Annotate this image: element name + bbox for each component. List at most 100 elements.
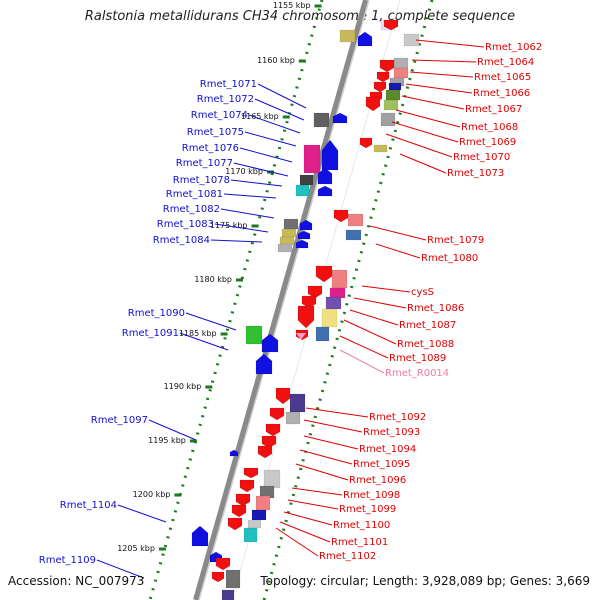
gene-label-rmet-1079: Rmet_1079: [427, 235, 484, 246]
gene-block: [393, 67, 409, 79]
leader-line: [385, 133, 453, 158]
gene-block: [388, 82, 402, 91]
reverse-gene-arrow: [275, 387, 291, 405]
leader-line: [401, 95, 465, 110]
gene-label-rmet-1086: Rmet_1086: [407, 303, 464, 314]
gene-block: [255, 495, 271, 511]
gene-block: [299, 174, 314, 186]
leader-line: [210, 239, 263, 243]
gene-block: [277, 243, 293, 253]
leader-line: [391, 121, 459, 143]
gene-label-rmet-1069: Rmet_1069: [459, 137, 516, 148]
leader-line: [223, 193, 277, 199]
gene-label-rmet-1067: Rmet_1067: [465, 104, 522, 115]
gene-label-rmet-1080: Rmet_1080: [421, 253, 478, 264]
gene-label-rmet-1095: Rmet_1095: [353, 459, 410, 470]
right-labels: Rmet_1062 Rmet_1064 Rmet_1065 Rmet_1066 Rmet…: [275, 39, 542, 562]
tick-label: 1170 kbp: [225, 167, 263, 176]
reverse-gene-arrow: [239, 479, 255, 493]
gene-block: [325, 296, 342, 310]
leader-line: [185, 312, 237, 331]
forward-gene-arrow: [191, 525, 209, 547]
forward-gene-arrow: [295, 239, 309, 249]
gene-label-rmet-1078: Rmet_1078: [173, 175, 230, 186]
gene-block: [393, 57, 409, 69]
tick-marks: 1155 kbp 1160 kbp 1165 kbp 1170 kbp 1175 kbp…: [117, 1, 322, 553]
gene-label-rmet-1109: Rmet_1109: [39, 555, 96, 566]
reverse-gene-arrow: [211, 571, 225, 583]
gene-label-rmet-1070: Rmet_1070: [453, 152, 510, 163]
gene-label-rmet-1104: Rmet_1104: [60, 500, 117, 511]
gene-label-rmet-1099: Rmet_1099: [339, 504, 396, 515]
backbone: [193, 0, 370, 600]
leader-line: [239, 147, 293, 163]
reverse-gene-arrow: [257, 445, 273, 459]
gene-block: [221, 589, 235, 600]
leader-line: [409, 71, 474, 78]
leader-line: [375, 243, 421, 259]
leader-line: [339, 349, 385, 374]
leader-line: [179, 332, 229, 351]
forward-gene-arrow: [261, 333, 279, 353]
tick-label: 1155 kbp: [273, 1, 311, 10]
gene-label-rmet-1093: Rmet_1093: [363, 427, 420, 438]
gene-block: [321, 308, 338, 328]
leader-line: [279, 521, 331, 543]
gene-label-rmet-1098: Rmet_1098: [343, 490, 400, 501]
leader-line: [305, 407, 369, 418]
forward-gene-arrow: [357, 31, 373, 47]
leader-line: [148, 419, 197, 441]
tick-label: 1190 kbp: [164, 382, 202, 391]
gene-block: [251, 509, 267, 521]
gene-label-rmet-1066: Rmet_1066: [473, 88, 530, 99]
rna-feature: [296, 333, 306, 340]
gene-label-rmet-1065: Rmet_1065: [474, 72, 531, 83]
forward-gene-arrow: [317, 167, 333, 185]
reverse-gene-arrow: [265, 423, 281, 437]
reverse-gene-arrow: [333, 209, 349, 223]
leader-line: [248, 114, 301, 134]
gene-label-rmet-1094: Rmet_1094: [359, 444, 416, 455]
leader-line: [287, 499, 339, 510]
tick-label: 1200 kbp: [133, 490, 171, 499]
gene-label-rmet-1091: Rmet_1091: [122, 328, 179, 339]
gene-block: [247, 519, 262, 529]
reverse-gene-arrow: [227, 517, 243, 531]
leader-line: [349, 309, 399, 326]
leader-line: [283, 511, 333, 526]
reverse-gene-arrow: [373, 81, 387, 93]
left-labels: Rmet_1071 Rmet_1072 Rmet_1074 Rmet_1075 Rmet…: [39, 79, 307, 579]
leader-line: [399, 153, 447, 174]
gene-label-rmet-1087: Rmet_1087: [399, 320, 456, 331]
gene-block: [283, 218, 299, 230]
reverse-gene-arrow: [243, 467, 259, 479]
reverse-gene-arrow: [215, 557, 231, 571]
gene-label-rmet-1096: Rmet_1096: [349, 475, 406, 486]
reverse-gene-arrow: [379, 59, 395, 73]
tick-label: 1205 kbp: [117, 544, 155, 553]
leader-line: [299, 449, 353, 465]
gene-block: [263, 469, 281, 489]
gene-label-rmet-1102: Rmet_1102: [319, 551, 376, 562]
leader-line: [275, 527, 319, 557]
gene-block: [383, 99, 399, 111]
gene-label-rmet-1097: Rmet_1097: [91, 415, 148, 426]
leader-line: [303, 419, 363, 433]
forward-gene-arrow: [255, 353, 273, 375]
gene-block: [329, 287, 346, 299]
tick-label: 1165 kbp: [241, 112, 279, 121]
leader-line: [291, 487, 343, 496]
gene-label-rmet-1083: Rmet_1083: [157, 219, 214, 230]
gene-features: [191, 19, 420, 600]
forward-gene-arrow: [317, 185, 333, 197]
gene-label-rmet-1071: Rmet_1071: [200, 79, 257, 90]
reverse-gene-arrow: [261, 435, 277, 449]
leader-line: [254, 98, 305, 121]
gene-label-rmet-1076: Rmet_1076: [182, 143, 239, 154]
forward-gene-arrow: [229, 449, 239, 457]
gene-label-rmet-1073: Rmet_1073: [447, 168, 504, 179]
gene-label-rmet-1062: Rmet_1062: [485, 42, 542, 53]
reverse-gene-arrow: [383, 19, 399, 31]
leader-line: [295, 463, 349, 481]
gene-block: [225, 569, 241, 589]
